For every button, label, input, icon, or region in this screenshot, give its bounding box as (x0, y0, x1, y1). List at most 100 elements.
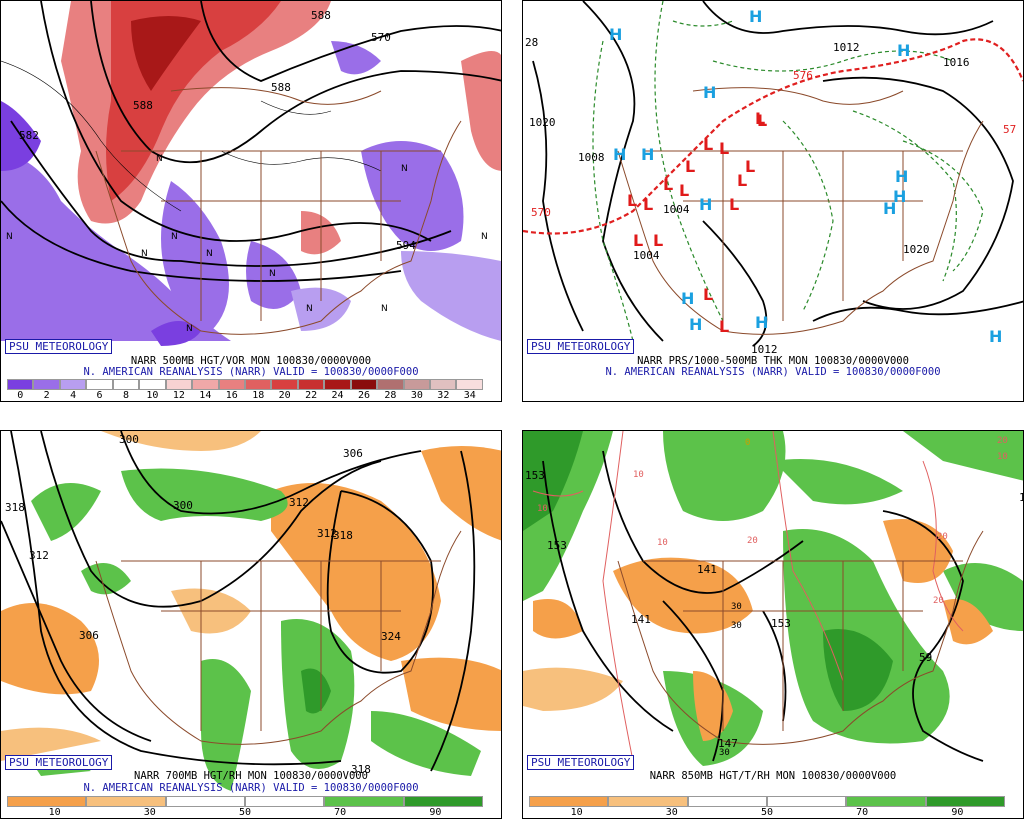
low-pressure-marker: L (719, 139, 730, 158)
contour-label: 306 (343, 447, 363, 460)
colorbar-swatch (925, 796, 1005, 807)
high-pressure-marker: H (989, 327, 1003, 346)
colorbar-label: 10 (48, 807, 61, 818)
colorbar-swatch (165, 796, 245, 807)
colorbar-swatch (7, 379, 34, 390)
colorbar-swatch (86, 379, 113, 390)
n-marker: N (171, 232, 178, 242)
vort-contour (260, 100, 332, 115)
rh-region (523, 431, 583, 531)
colorbar-swatch (244, 379, 272, 390)
low-pressure-marker: L (643, 195, 654, 214)
isobar-label: 1008 (578, 151, 605, 164)
colorbar-swatch (33, 379, 60, 390)
high-pressure-marker: H (897, 41, 911, 60)
contour-label: 153 (525, 469, 545, 482)
rh-region (1, 727, 101, 761)
rh-region (613, 557, 753, 634)
rh-region (663, 431, 786, 521)
isobar-label: 1004 (633, 249, 660, 262)
high-pressure-marker: H (641, 145, 655, 164)
n-marker: N (381, 304, 388, 314)
isobar-label: 1020 (903, 243, 930, 256)
temperature-line (602, 431, 634, 762)
low-pressure-marker: L (653, 231, 664, 250)
n-marker: N (6, 232, 13, 242)
colorbar-swatch (139, 379, 166, 390)
colorbar-label: 30 (410, 390, 423, 401)
rh-region (101, 431, 261, 451)
thickness-line (852, 110, 957, 282)
colorbar-label: 34 (463, 390, 476, 401)
border (170, 87, 382, 105)
contour-label: 300 (119, 433, 139, 446)
low-pressure-marker: L (703, 285, 714, 304)
colorbar-label: 26 (357, 390, 371, 401)
temperature-line (772, 431, 844, 682)
rh850-colorbar-labels: 10 30 50 70 90 (529, 807, 1005, 818)
colorbar-label: 24 (331, 390, 344, 401)
vorticity-colorbar-labels: 0 2 4 6 8 10 12 14 16 18 20 22 24 26 28 30 32 34 (7, 390, 483, 401)
thickness-line (672, 20, 734, 27)
rh-region (523, 667, 623, 711)
low-pressure-marker: L (719, 317, 730, 336)
colorbar-swatch (218, 379, 245, 390)
colorbar-swatch (271, 379, 298, 390)
colorbar-label: 12 (172, 390, 185, 401)
contour-label: 570 (371, 31, 391, 44)
n-marker: N (401, 164, 408, 174)
coastline (95, 120, 462, 335)
colorbar-swatch (846, 796, 926, 807)
temperature-label: 10 (997, 452, 1008, 462)
border (200, 151, 382, 321)
psu-branding: PSU METEOROLOGY (527, 755, 635, 770)
colorbar-swatch (324, 796, 404, 807)
temperature-label: 20 (747, 536, 758, 546)
contour-label: 324 (381, 630, 401, 643)
rh850-map-panel: 153 141 141 153 59 147 153 141 10 10 10 … (522, 430, 1024, 819)
colorbar-swatch (350, 379, 378, 390)
colorbar-label: 4 (70, 390, 77, 401)
contour-label: 582 (19, 129, 39, 142)
high-pressure-marker: H (689, 315, 703, 334)
contour-label: 594 (396, 239, 416, 252)
vort-region (331, 41, 381, 75)
isobar-label: 1004 (663, 203, 690, 216)
high-pressure-marker: H (749, 7, 763, 26)
low-pressure-marker: L (745, 157, 756, 176)
colorbar-swatch (377, 379, 404, 390)
n-marker: N (269, 269, 276, 279)
colorbar-swatch (456, 379, 483, 390)
contour-label: 306 (79, 629, 99, 642)
thickness-line (782, 120, 834, 312)
isobar (702, 220, 768, 347)
border (722, 151, 904, 321)
colorbar-swatch (766, 796, 847, 807)
high-pressure-marker: H (613, 145, 627, 164)
vort-region (246, 241, 301, 309)
rh-region (301, 668, 331, 714)
contour-label: 318 (351, 763, 371, 776)
height-contour (542, 460, 674, 732)
isobar-label: 1012 (751, 343, 778, 356)
colorbar-label: 18 (252, 390, 265, 401)
contour-label: 141 (697, 563, 717, 576)
thickness-label: 57 (1003, 123, 1016, 136)
border (200, 561, 382, 731)
n-marker: N (306, 304, 313, 314)
colorbar-label: 30 (143, 807, 156, 818)
isobar-label: 1016 (943, 56, 970, 69)
temperature-label: 0 (745, 438, 750, 448)
rh-region (81, 563, 131, 595)
colorbar-swatch (430, 379, 457, 390)
rh850-colorbar (529, 796, 1005, 807)
contour-label: 141 (631, 613, 651, 626)
high-pressure-marker: H (609, 25, 623, 44)
vort-contour (1, 60, 182, 212)
colorbar-label: 14 (199, 390, 212, 401)
isobar (582, 1, 664, 342)
isobar (812, 300, 1023, 322)
colorbar-label: 2 (43, 390, 50, 401)
contour-label: 312 (29, 549, 49, 562)
rh-region (401, 657, 501, 731)
